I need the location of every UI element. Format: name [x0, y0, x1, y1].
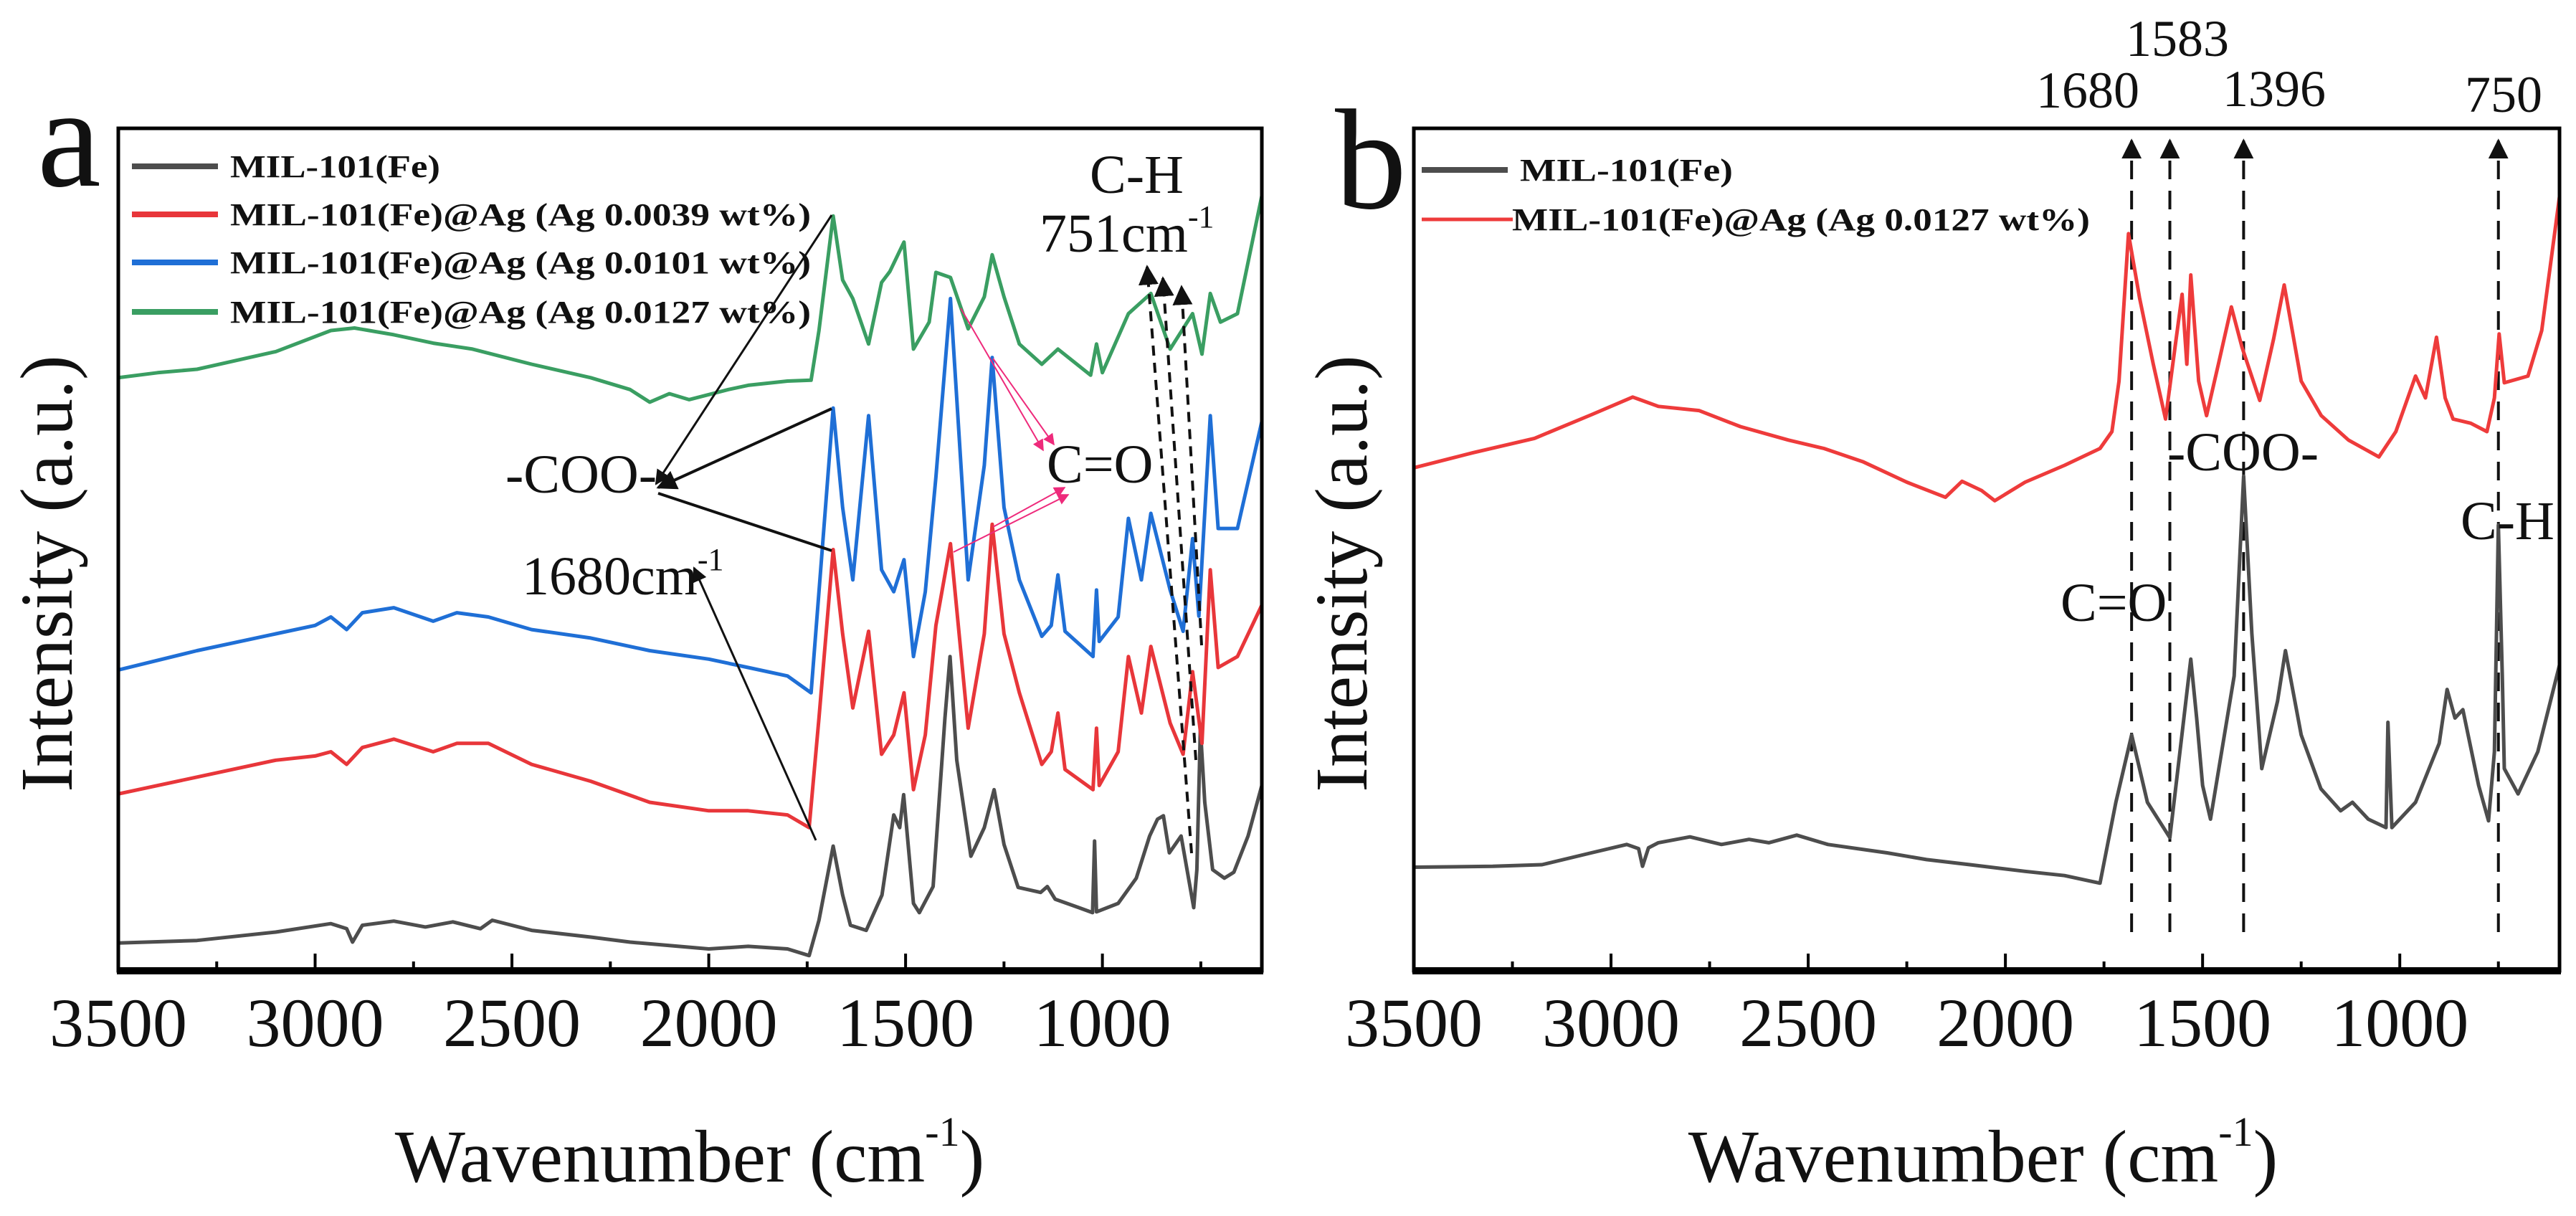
arrow-ch-black	[1138, 265, 1193, 854]
curves-a	[118, 195, 1262, 958]
x-axis-title-b: Wavenumber (cm-1)	[1688, 1108, 2278, 1198]
x-tick-label: 3500	[1345, 984, 1483, 1061]
x-tick-label: 1500	[837, 984, 974, 1061]
plot-frame-b	[1412, 126, 2562, 973]
panel-letter-b: b	[1335, 81, 1407, 239]
annotation-ch-b: C-H	[2461, 491, 2554, 551]
x-tick-label: 1500	[2134, 984, 2271, 1061]
legend-b: MIL-101(Fe) MIL-101(Fe)@Ag (Ag 0.0127 wt…	[1422, 153, 2090, 237]
x-tick-label: 2000	[1936, 984, 2074, 1061]
x-tick-label: 1000	[2331, 984, 2468, 1061]
x-tick-label: 2500	[1739, 984, 1877, 1061]
arrow-coo-green	[655, 214, 833, 485]
x-tick-label: 1000	[1034, 984, 1171, 1061]
arrow-co-blue-1396	[960, 308, 1044, 452]
series-line-b-1	[1414, 196, 2560, 503]
arrow-1680-black	[693, 566, 817, 841]
annotation-coo-a: -COO-	[505, 445, 657, 505]
series-line-b-0	[1414, 474, 2560, 885]
arrow-coo-blue	[656, 407, 832, 490]
annotation-arrows-a	[655, 214, 1203, 854]
annotation-co-b: C=O	[2061, 573, 2167, 633]
x-axis-title-a: Wavenumber (cm-1)	[395, 1108, 985, 1198]
legend-a: MIL-101(Fe) MIL-101(Fe)@Ag (Ag 0.0039 wt…	[132, 149, 811, 330]
peak-label-1680: 1680	[2036, 62, 2139, 119]
arrow-co-red-1396	[953, 494, 1070, 553]
x-tick-label: 2000	[640, 984, 778, 1061]
x-tick-label: 3000	[247, 984, 384, 1061]
x-ticks-a: 3500 3000 2500 2000 1500 1000	[49, 954, 1202, 1061]
y-axis-title-b: Intensity (a.u.)	[1301, 355, 1383, 792]
x-tick-label: 2500	[443, 984, 581, 1061]
annotation-co-a: C=O	[1047, 434, 1153, 495]
arrow-co-red-1280	[992, 487, 1066, 528]
panel-b: b 3500 3000 2500 2000 1500 1000 MIL-101(Fe) M…	[1301, 10, 2562, 1198]
x-tick-label: 3500	[49, 984, 187, 1061]
annotation-751-a: 751cm-1	[1040, 199, 1215, 264]
annotation-coo-b: -COO-	[2167, 422, 2319, 483]
peak-markers-b	[2121, 138, 2509, 932]
legend-label-mil101: MIL-101(Fe)	[230, 149, 440, 184]
legend-label-ag0039: MIL-101(Fe)@Ag (Ag 0.0039 wt%)	[230, 197, 811, 232]
x-tick-label: 3000	[1542, 984, 1680, 1061]
y-axis-title-a: Intensity (a.u.)	[6, 355, 88, 792]
series-line-a-1	[118, 522, 1262, 830]
arrow-ch-blue	[1172, 285, 1203, 646]
x-ticks-b: 3500 3000 2500 2000 1500 1000	[1345, 954, 2500, 1061]
annotation-1680-a: 1680cm-1	[522, 542, 724, 607]
annotation-ch-a: C-H	[1090, 145, 1184, 205]
curves-b	[1414, 196, 2560, 885]
series-line-a-3	[118, 195, 1262, 404]
arrow-ch-red	[1154, 276, 1197, 761]
panel-letter-a: a	[37, 59, 101, 217]
legend-label-ag0127: MIL-101(Fe)@Ag (Ag 0.0127 wt%)	[230, 295, 811, 330]
series-line-a-0	[118, 655, 1262, 958]
legend-label-ag0127-b: MIL-101(Fe)@Ag (Ag 0.0127 wt%)	[1512, 202, 2090, 237]
panel-a: a 3500 3000 2500 2000 1500 1000 MIL-101(Fe) M…	[6, 59, 1264, 1198]
series-line-a-2	[118, 296, 1262, 695]
peak-label-750: 750	[2465, 66, 2542, 123]
arrow-co-blue-1280	[992, 358, 1055, 446]
peak-label-1396: 1396	[2223, 60, 2326, 118]
legend-label-ag0101: MIL-101(Fe)@Ag (Ag 0.0101 wt%)	[230, 245, 811, 280]
legend-label-mil101-b: MIL-101(Fe)	[1520, 153, 1733, 188]
peak-label-1583: 1583	[2126, 10, 2229, 67]
arrow-coo-red	[657, 492, 832, 552]
